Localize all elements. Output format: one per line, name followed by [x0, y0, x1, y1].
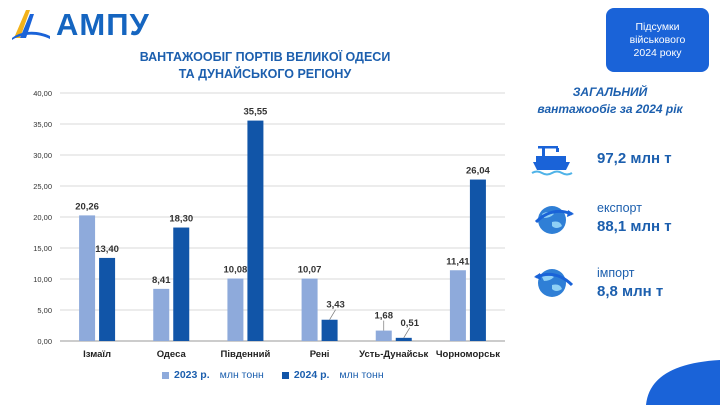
- summary-title: ЗАГАЛЬНИЙ вантажообіг за 2024 рік: [520, 84, 700, 118]
- y-tick-label: 5,00: [37, 306, 52, 315]
- bar-2024-1: [173, 227, 190, 341]
- data-label: 18,30: [169, 214, 193, 225]
- y-tick-label: 40,00: [33, 89, 52, 98]
- import-label: імпорт: [597, 266, 635, 280]
- bar-2024-2: [247, 120, 264, 341]
- data-label: 11,41: [446, 256, 470, 267]
- bar-2024-5: [469, 179, 486, 341]
- x-category-label: Ізмаїл: [83, 349, 111, 360]
- data-label: 8,41: [152, 275, 171, 286]
- bar-chart: 0,00 5,00 10,00 15,00 20,00 25,00 30,00 35,00 40…: [33, 89, 505, 360]
- data-label: 13,40: [95, 244, 119, 255]
- y-tick-label: 0,00: [37, 337, 52, 346]
- bar-2023-2: [227, 278, 244, 341]
- legend-swatch-2024: [281, 371, 289, 379]
- label-leader-line: [329, 309, 336, 320]
- bar-2023-1: [153, 288, 170, 341]
- cargo-ship-icon: [531, 146, 573, 176]
- bar-2023-5: [449, 270, 466, 341]
- y-tick-label: 15,00: [33, 244, 52, 253]
- data-label: 1,68: [375, 311, 394, 322]
- y-tick-label: 30,00: [33, 151, 52, 160]
- data-label: 10,07: [298, 265, 322, 276]
- import-globe-icon: [534, 269, 574, 297]
- bar-2023-4: [375, 330, 392, 341]
- data-label: 10,08: [224, 265, 248, 276]
- total-value: 97,2 млн т: [597, 150, 672, 167]
- import-value: 8,8 млн т: [597, 283, 664, 300]
- legend-unit-2023: млн тонн: [219, 369, 264, 381]
- legend-swatch-2023: [162, 371, 169, 379]
- summary-title-text: ЗАГАЛЬНИЙ вантажообіг за 2024 рік: [537, 85, 683, 116]
- summary-badge: Підсумки військового 2024 року: [606, 8, 709, 72]
- y-tick-label: 10,00: [33, 275, 52, 284]
- bar-2023-3: [301, 278, 318, 341]
- y-tick-label: 25,00: [33, 182, 52, 191]
- export-globe-icon: [534, 206, 574, 234]
- export-label: експорт: [597, 201, 642, 215]
- ampu-logo: АМПУ: [10, 7, 185, 42]
- data-label: 20,26: [75, 201, 99, 212]
- x-category-label: Одеса: [157, 349, 187, 360]
- logo-emblem-icon: [12, 10, 50, 40]
- y-tick-label: 35,00: [33, 120, 52, 129]
- label-leader-line: [403, 327, 411, 339]
- export-value: 88,1 млн т: [597, 218, 672, 235]
- x-category-label: Чорноморськ: [436, 349, 500, 360]
- x-category-label: Рені: [310, 349, 330, 360]
- bar-2024-3: [321, 319, 338, 341]
- bar-2024-4: [395, 337, 412, 341]
- legend-label-2024: 2024 р.: [293, 369, 330, 381]
- legend-unit-2024: млн тонн: [339, 369, 384, 381]
- x-category-label: Усть-Дунайськ: [359, 349, 428, 360]
- legend-label-2023: 2023 р.: [174, 369, 210, 381]
- x-category-label: Південний: [221, 349, 271, 360]
- data-label: 35,55: [244, 107, 268, 118]
- bar-2023-0: [79, 215, 96, 341]
- corner-decoration: [646, 360, 720, 405]
- chart-title: ВАНТАЖООБІГ ПОРТІВ ВЕЛИКОЇ ОДЕСИ ТА ДУНА…: [139, 50, 391, 81]
- y-tick-label: 20,00: [33, 213, 52, 222]
- bar-2024-0: [99, 257, 116, 341]
- logo-text: АМПУ: [56, 7, 150, 42]
- data-label: 0,51: [401, 318, 420, 329]
- chart-legend: 2023 р. млн тонн 2024 р. млн тонн: [162, 369, 402, 381]
- data-label: 3,43: [326, 300, 345, 311]
- data-label: 26,04: [466, 166, 490, 177]
